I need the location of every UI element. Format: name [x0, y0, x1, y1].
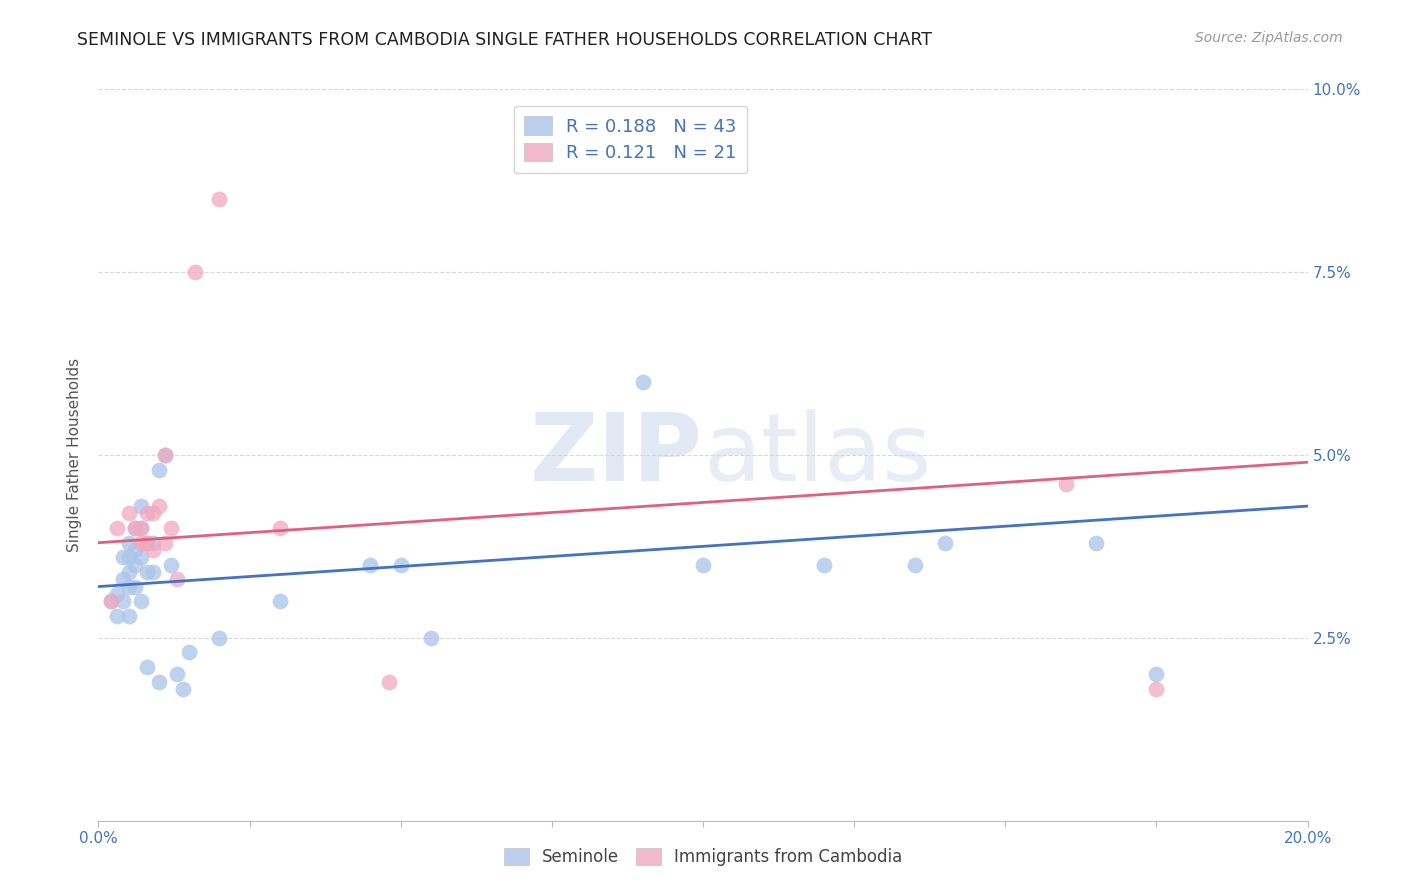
Point: [153, 448, 176, 462]
Point: [153, 535, 176, 549]
Point: [1054, 477, 1077, 491]
Point: [118, 550, 141, 565]
Point: [124, 521, 146, 535]
Point: [160, 558, 183, 572]
Legend: R = 0.188   N = 43, R = 0.121   N = 21: R = 0.188 N = 43, R = 0.121 N = 21: [513, 105, 747, 173]
Point: [269, 521, 291, 535]
Point: [148, 462, 170, 476]
Point: [129, 535, 152, 549]
Point: [692, 558, 714, 572]
Legend: Seminole, Immigrants from Cambodia: Seminole, Immigrants from Cambodia: [496, 841, 910, 873]
Point: [389, 558, 412, 572]
Point: [1085, 535, 1108, 549]
Point: [166, 572, 188, 586]
Point: [142, 543, 165, 558]
Text: ZIP: ZIP: [530, 409, 703, 501]
Point: [184, 265, 207, 279]
Point: [377, 674, 399, 689]
Point: [111, 550, 134, 565]
Point: [129, 521, 152, 535]
Point: [142, 507, 165, 521]
Point: [1144, 667, 1167, 681]
Point: [105, 521, 128, 535]
Point: [208, 631, 231, 645]
Point: [124, 521, 146, 535]
Point: [124, 580, 146, 594]
Point: [105, 608, 128, 623]
Point: [129, 499, 152, 513]
Point: [269, 594, 291, 608]
Point: [100, 594, 122, 608]
Point: [135, 565, 157, 579]
Point: [172, 681, 194, 696]
Text: Source: ZipAtlas.com: Source: ZipAtlas.com: [1195, 31, 1343, 45]
Point: [160, 521, 183, 535]
Point: [105, 587, 128, 601]
Point: [142, 535, 165, 549]
Point: [142, 565, 165, 579]
Point: [153, 448, 176, 462]
Point: [124, 543, 146, 558]
Point: [118, 507, 141, 521]
Point: [904, 558, 927, 572]
Point: [135, 535, 157, 549]
Point: [631, 375, 654, 389]
Point: [148, 499, 170, 513]
Point: [1144, 681, 1167, 696]
Y-axis label: Single Father Households: Single Father Households: [67, 358, 83, 552]
Point: [129, 550, 152, 565]
Point: [124, 558, 146, 572]
Text: SEMINOLE VS IMMIGRANTS FROM CAMBODIA SINGLE FATHER HOUSEHOLDS CORRELATION CHART: SEMINOLE VS IMMIGRANTS FROM CAMBODIA SIN…: [77, 31, 932, 49]
Point: [934, 535, 956, 549]
Text: atlas: atlas: [703, 409, 931, 501]
Point: [111, 594, 134, 608]
Point: [360, 558, 382, 572]
Point: [100, 594, 122, 608]
Point: [135, 660, 157, 674]
Point: [118, 565, 141, 579]
Point: [129, 594, 152, 608]
Point: [148, 674, 170, 689]
Point: [208, 192, 231, 206]
Point: [813, 558, 835, 572]
Point: [118, 535, 141, 549]
Point: [420, 631, 443, 645]
Point: [166, 667, 188, 681]
Point: [179, 645, 201, 659]
Point: [118, 608, 141, 623]
Point: [111, 572, 134, 586]
Point: [118, 580, 141, 594]
Point: [129, 521, 152, 535]
Point: [135, 507, 157, 521]
Point: [135, 535, 157, 549]
